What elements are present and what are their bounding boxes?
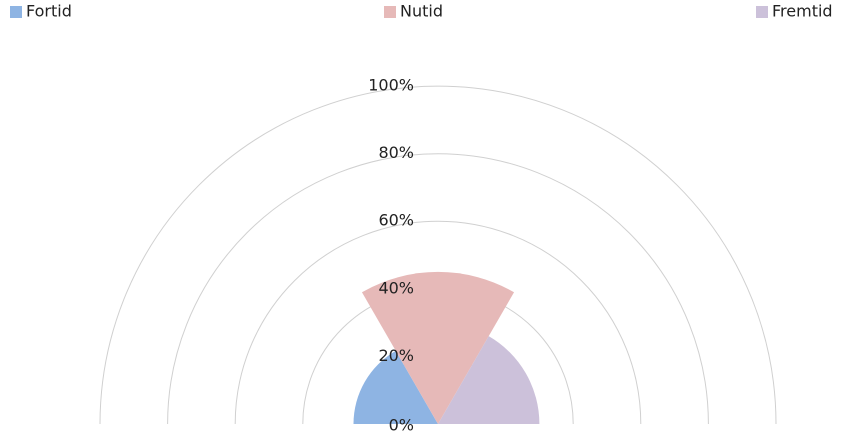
r-tick-label: 40% <box>378 278 414 297</box>
legend-swatch <box>756 6 768 18</box>
wedge <box>361 271 515 424</box>
r-tick-label: 80% <box>378 143 414 162</box>
legend-label: Nutid <box>400 2 443 21</box>
legend-label: Fremtid <box>772 2 833 21</box>
r-tick-label: 60% <box>378 211 414 230</box>
legend-label: Fortid <box>26 2 72 21</box>
legend-item: Fremtid <box>756 2 833 21</box>
wedge <box>353 350 438 424</box>
r-tick-label: 20% <box>378 346 414 365</box>
grid-arc <box>234 220 642 425</box>
legend-item: Nutid <box>384 2 443 21</box>
r-tick-label: 0% <box>389 416 414 432</box>
wedge <box>438 336 540 424</box>
r-tick-label: 100% <box>368 76 414 95</box>
legend-item: Fortid <box>10 2 72 21</box>
legend-swatch <box>384 6 396 18</box>
grid-arc <box>167 153 709 425</box>
legend-swatch <box>10 6 22 18</box>
grid-arc <box>99 85 777 425</box>
